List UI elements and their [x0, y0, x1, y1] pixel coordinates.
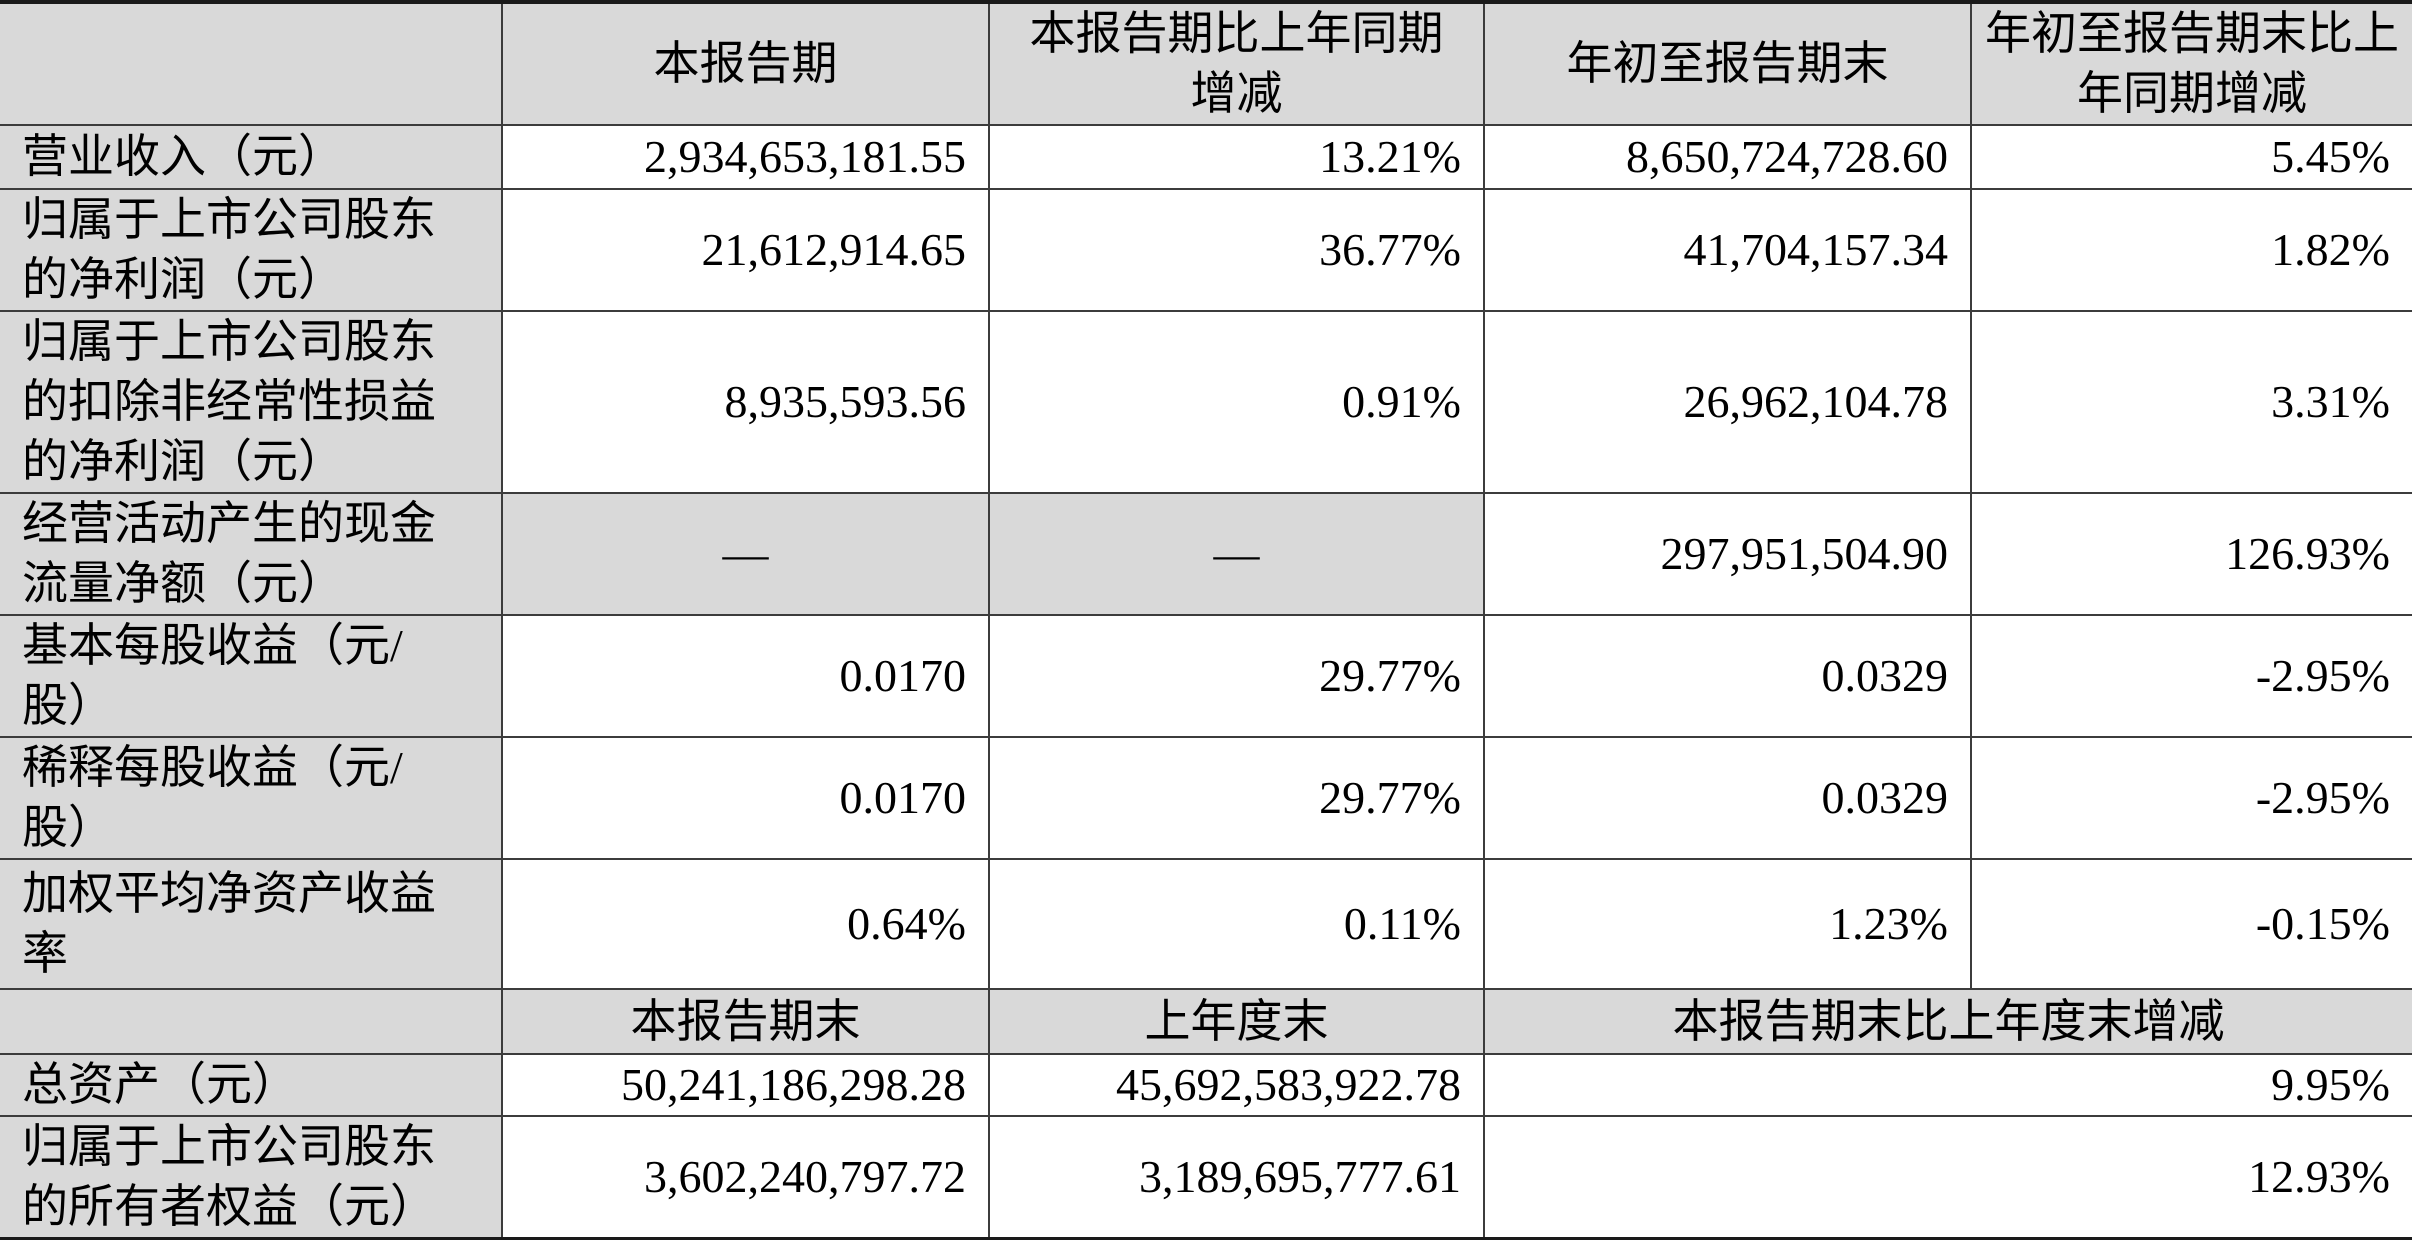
header-prev-year-end: 上年度末: [988, 988, 1485, 1055]
section1-header-row: 本报告期 本报告期比上年同期 增减 年初至报告期末 年初至报告期末比上 年同期增…: [0, 1, 2412, 126]
total-assets-period-end: 50,241,186,298.28: [501, 1053, 990, 1117]
net-profit-deducted-ytd: 26,962,104.78: [1483, 310, 1972, 494]
diluted-eps-yoy-change: 29.77%: [988, 736, 1485, 860]
row-basic-eps: 基本每股收益（元/ 股） 0.0170 29.77% 0.0329 -2.95%: [0, 614, 2412, 738]
basic-eps-current: 0.0170: [501, 614, 990, 738]
diluted-eps-ytd-yoy-change: -2.95%: [1970, 736, 2412, 860]
header-current-vs-prior-year: 本报告期比上年同期 增减: [988, 1, 1485, 126]
corner-cell-2: [0, 988, 503, 1055]
row-operating-cash-flow: 经营活动产生的现金 流量净额（元） — — 297,951,504.90 126…: [0, 492, 2412, 616]
total-assets-prev-year-end: 45,692,583,922.78: [988, 1053, 1485, 1117]
operating-cash-flow-yoy-change: —: [988, 492, 1485, 616]
header-ytd-vs-prior-year: 年初至报告期末比上 年同期增减: [1970, 1, 2412, 126]
total-assets-change: 9.95%: [1483, 1053, 2412, 1117]
equity-period-end: 3,602,240,797.72: [501, 1115, 990, 1240]
net-profit-label: 归属于上市公司股东 的净利润（元）: [0, 188, 503, 312]
corner-cell: [0, 1, 503, 126]
row-weighted-avg-roe: 加权平均净资产收益 率 0.64% 0.11% 1.23% -0.15%: [0, 858, 2412, 990]
net-profit-deducted-yoy-change: 0.91%: [988, 310, 1485, 494]
row-net-profit: 归属于上市公司股东 的净利润（元） 21,612,914.65 36.77% 4…: [0, 188, 2412, 312]
equity-label: 归属于上市公司股东 的所有者权益（元）: [0, 1115, 503, 1240]
row-diluted-eps: 稀释每股收益（元/ 股） 0.0170 29.77% 0.0329 -2.95%: [0, 736, 2412, 860]
header-current-period: 本报告期: [501, 1, 990, 126]
revenue-current: 2,934,653,181.55: [501, 124, 990, 190]
net-profit-ytd: 41,704,157.34: [1483, 188, 1972, 312]
equity-change: 12.93%: [1483, 1115, 2412, 1240]
weighted-avg-roe-ytd: 1.23%: [1483, 858, 1972, 990]
revenue-label: 营业收入（元）: [0, 124, 503, 190]
equity-prev-year-end: 3,189,695,777.61: [988, 1115, 1485, 1240]
diluted-eps-label: 稀释每股收益（元/ 股）: [0, 736, 503, 860]
operating-cash-flow-label: 经营活动产生的现金 流量净额（元）: [0, 492, 503, 616]
total-assets-label: 总资产（元）: [0, 1053, 503, 1117]
header-period-end: 本报告期末: [501, 988, 990, 1055]
revenue-ytd: 8,650,724,728.60: [1483, 124, 1972, 190]
basic-eps-ytd-yoy-change: -2.95%: [1970, 614, 2412, 738]
operating-cash-flow-ytd-yoy-change: 126.93%: [1970, 492, 2412, 616]
operating-cash-flow-ytd: 297,951,504.90: [1483, 492, 1972, 616]
row-revenue: 营业收入（元） 2,934,653,181.55 13.21% 8,650,72…: [0, 124, 2412, 190]
row-equity: 归属于上市公司股东 的所有者权益（元） 3,602,240,797.72 3,1…: [0, 1115, 2412, 1240]
revenue-ytd-yoy-change: 5.45%: [1970, 124, 2412, 190]
header-ytd: 年初至报告期末: [1483, 1, 1972, 126]
basic-eps-yoy-change: 29.77%: [988, 614, 1485, 738]
basic-eps-ytd: 0.0329: [1483, 614, 1972, 738]
operating-cash-flow-current: —: [501, 492, 990, 616]
weighted-avg-roe-ytd-yoy-change: -0.15%: [1970, 858, 2412, 990]
net-profit-current: 21,612,914.65: [501, 188, 990, 312]
net-profit-yoy-change: 36.77%: [988, 188, 1485, 312]
net-profit-deducted-label: 归属于上市公司股东 的扣除非经常性损益 的净利润（元）: [0, 310, 503, 494]
diluted-eps-current: 0.0170: [501, 736, 990, 860]
row-net-profit-deducted: 归属于上市公司股东 的扣除非经常性损益 的净利润（元） 8,935,593.56…: [0, 310, 2412, 494]
net-profit-deducted-current: 8,935,593.56: [501, 310, 990, 494]
net-profit-deducted-ytd-yoy-change: 3.31%: [1970, 310, 2412, 494]
basic-eps-label: 基本每股收益（元/ 股）: [0, 614, 503, 738]
weighted-avg-roe-label: 加权平均净资产收益 率: [0, 858, 503, 990]
revenue-yoy-change: 13.21%: [988, 124, 1485, 190]
weighted-avg-roe-current: 0.64%: [501, 858, 990, 990]
section2-header-row: 本报告期末 上年度末 本报告期末比上年度末增减: [0, 988, 2412, 1055]
weighted-avg-roe-yoy-change: 0.11%: [988, 858, 1485, 990]
header-end-vs-prev-year-end: 本报告期末比上年度末增减: [1483, 988, 2412, 1055]
row-total-assets: 总资产（元） 50,241,186,298.28 45,692,583,922.…: [0, 1053, 2412, 1117]
net-profit-ytd-yoy-change: 1.82%: [1970, 188, 2412, 312]
diluted-eps-ytd: 0.0329: [1483, 736, 1972, 860]
